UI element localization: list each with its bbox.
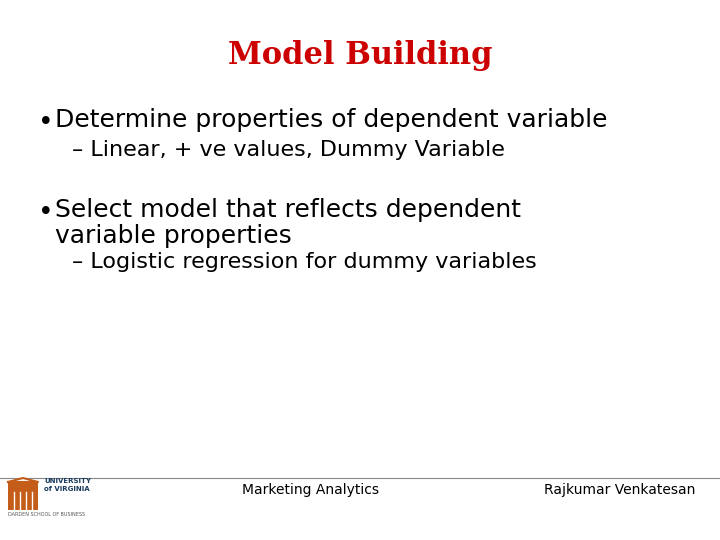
Text: of VIRGINIA: of VIRGINIA: [44, 486, 89, 492]
Text: •: •: [38, 110, 53, 136]
Text: Rajkumar Venkatesan: Rajkumar Venkatesan: [544, 483, 696, 497]
FancyBboxPatch shape: [8, 482, 38, 510]
Text: – Logistic regression for dummy variables: – Logistic regression for dummy variable…: [72, 252, 536, 272]
Text: UNIVERSITY: UNIVERSITY: [44, 478, 91, 484]
Text: Determine properties of dependent variable: Determine properties of dependent variab…: [55, 108, 608, 132]
Text: •: •: [38, 200, 53, 226]
Text: DARDEN SCHOOL OF BUSINESS: DARDEN SCHOOL OF BUSINESS: [8, 512, 85, 517]
Text: – Linear, + ve values, Dummy Variable: – Linear, + ve values, Dummy Variable: [72, 140, 505, 160]
Text: variable properties: variable properties: [55, 224, 292, 248]
Text: Marketing Analytics: Marketing Analytics: [241, 483, 379, 497]
Text: Model Building: Model Building: [228, 40, 492, 71]
Text: Select model that reflects dependent: Select model that reflects dependent: [55, 198, 521, 222]
